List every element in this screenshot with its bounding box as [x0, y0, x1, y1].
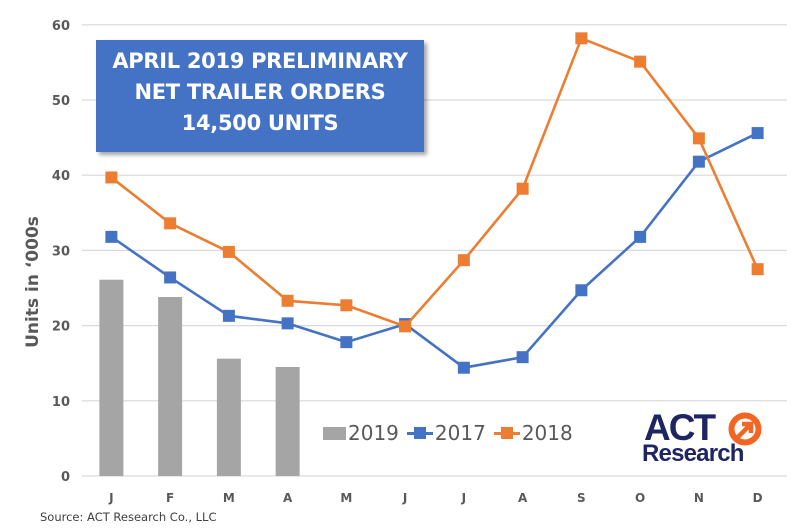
x-tick-label: F	[166, 491, 174, 505]
y-tick-label: 10	[52, 395, 70, 410]
line-2018	[110, 37, 759, 328]
square-marker-icon	[692, 132, 705, 145]
bars-2019	[99, 279, 300, 476]
bar	[99, 279, 124, 476]
square-marker-icon	[751, 263, 764, 276]
x-tick-label: N	[694, 491, 704, 505]
line-marker-swatch-icon	[493, 426, 520, 440]
line-marker-swatch-icon	[406, 426, 433, 440]
logo-text-act: ACT	[644, 407, 716, 448]
x-tick-label: A	[518, 491, 528, 505]
legend-label: 2018	[521, 421, 573, 445]
line-2017	[110, 131, 759, 370]
callout-line-1: APRIL 2019 PRELIMINARY	[112, 49, 408, 73]
square-marker-icon	[751, 127, 764, 140]
line-series	[105, 32, 764, 374]
legend: 2019 2017 2018	[323, 421, 581, 445]
x-tick-label: D	[753, 491, 763, 505]
square-marker-icon	[164, 271, 177, 284]
x-tick-label: M	[340, 491, 352, 505]
x-tick-label: O	[635, 491, 645, 505]
square-marker-icon	[634, 55, 647, 68]
square-marker-icon	[281, 317, 294, 330]
x-tick-label: A	[283, 491, 293, 505]
square-marker-icon	[340, 299, 353, 312]
y-tick-label: 50	[52, 94, 70, 109]
legend-item-2018: 2018	[493, 421, 573, 445]
square-marker-icon	[457, 361, 470, 374]
legend-label: 2017	[434, 421, 486, 445]
x-tick-label: J	[402, 491, 407, 505]
logo-text-research: Research	[642, 440, 744, 467]
x-tick-label: S	[577, 491, 586, 505]
square-marker-icon	[105, 171, 118, 184]
y-tick-label: 40	[52, 169, 70, 184]
y-tick-label: 30	[52, 244, 70, 259]
square-marker-icon	[222, 245, 235, 258]
y-tick-label: 20	[52, 320, 70, 335]
y-axis-ticks: 0 10 20 30 40 50 60	[52, 19, 70, 485]
x-tick-label: J	[461, 491, 466, 505]
legend-label: 2019	[348, 421, 399, 445]
bar	[216, 358, 241, 476]
y-axis-label: Units in ‘000s	[23, 216, 43, 348]
bar	[158, 297, 183, 476]
x-tick-label: J	[108, 491, 113, 505]
arrow-circle-icon	[728, 412, 762, 446]
square-marker-icon	[164, 217, 177, 230]
legend-item-2019: 2019	[323, 421, 399, 445]
bar	[275, 366, 300, 476]
act-research-logo: ACT Research	[642, 407, 772, 470]
square-marker-icon	[516, 351, 529, 364]
square-marker-icon	[634, 230, 647, 243]
square-marker-icon	[281, 294, 294, 307]
square-marker-icon	[692, 155, 705, 168]
callout-line-2: NET TRAILER ORDERS	[134, 80, 386, 104]
square-marker-icon	[457, 254, 470, 267]
legend-item-2017: 2017	[406, 421, 486, 445]
square-marker-icon	[575, 284, 588, 297]
y-tick-label: 0	[61, 470, 70, 485]
square-marker-icon	[222, 309, 235, 322]
x-tick-label: M	[223, 491, 235, 505]
square-marker-icon	[516, 182, 529, 195]
square-marker-icon	[575, 32, 588, 45]
callout-line-3: 14,500 UNITS	[181, 111, 339, 135]
square-marker-icon	[399, 320, 412, 333]
headline-callout: APRIL 2019 PRELIMINARY NET TRAILER ORDER…	[96, 40, 424, 152]
bar-swatch-icon	[323, 426, 346, 440]
y-tick-label: 60	[52, 19, 70, 34]
source-note: Source: ACT Research Co., LLC	[40, 510, 217, 524]
square-marker-icon	[340, 336, 353, 349]
square-marker-icon	[105, 230, 118, 243]
